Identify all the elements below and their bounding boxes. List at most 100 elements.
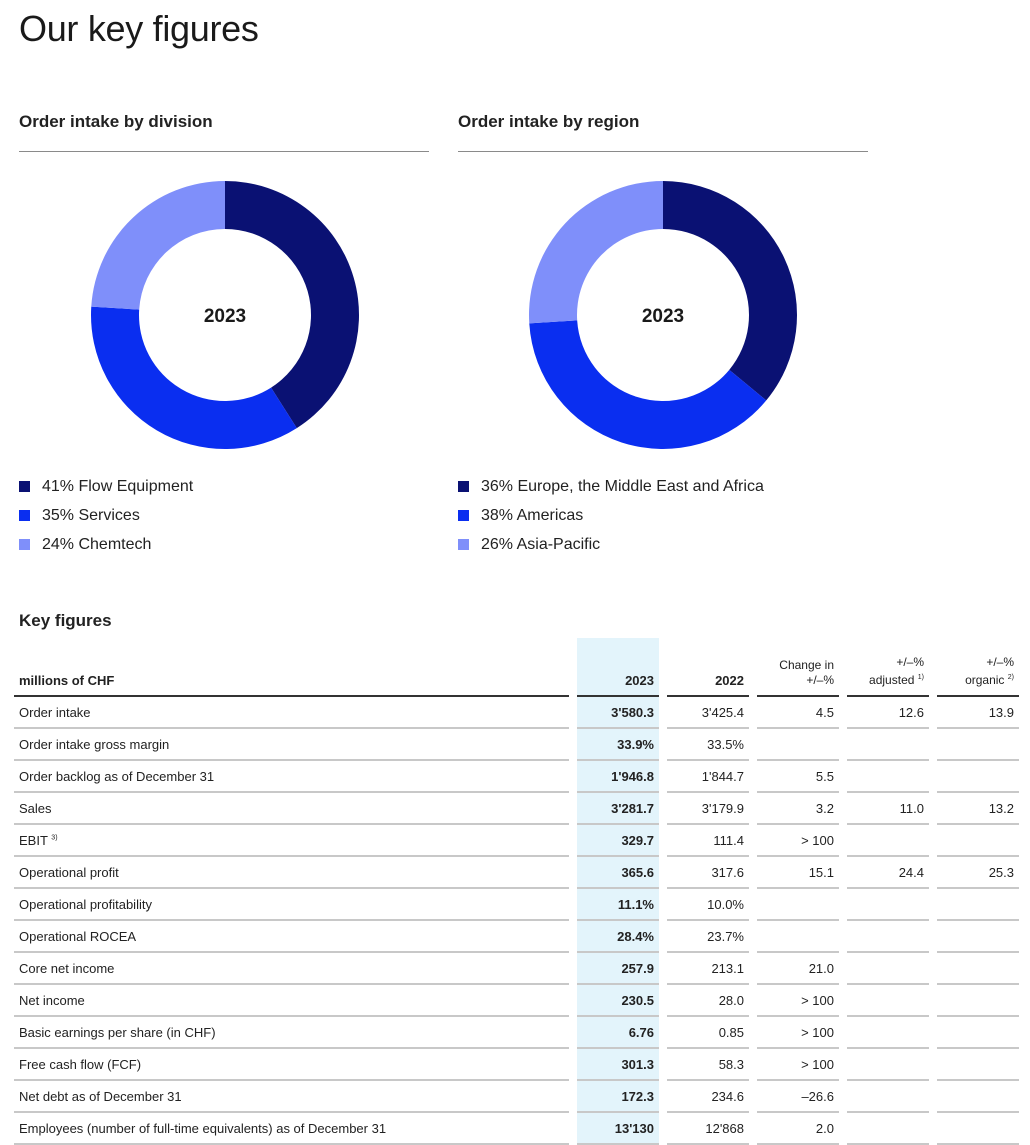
legend-label: 41% Flow Equipment xyxy=(42,477,194,495)
value-organic xyxy=(937,1049,1019,1081)
table-header-row: millions of CHF 2023 2022 Change in +/–% … xyxy=(14,638,1019,697)
value-2023: 28.4% xyxy=(577,921,659,953)
row-label: Sales xyxy=(14,793,569,825)
value-change: > 100 xyxy=(757,1017,839,1049)
value-change: 4.5 xyxy=(757,697,839,729)
legend-label: 26% Asia-Pacific xyxy=(481,535,601,553)
value-adjusted: 11.0 xyxy=(847,793,929,825)
value-adjusted xyxy=(847,1081,929,1113)
header-2022: 2022 xyxy=(667,638,749,697)
footnote-marker: 3) xyxy=(51,834,58,842)
value-2022: 0.85 xyxy=(667,1017,749,1049)
value-change: –26.6 xyxy=(757,1081,839,1113)
value-organic: 25.3 xyxy=(937,857,1019,889)
value-change: > 100 xyxy=(757,1049,839,1081)
header-adjusted: +/–% adjusted 1) xyxy=(847,638,929,697)
table-row: EBIT 3) 329.7 111.4 > 100 xyxy=(14,825,1019,857)
value-2022: 3'425.4 xyxy=(667,697,749,729)
value-adjusted xyxy=(847,825,929,857)
header-label: millions of CHF xyxy=(14,638,569,697)
legend-label: 36% Europe, the Middle East and Africa xyxy=(481,477,764,495)
value-adjusted xyxy=(847,921,929,953)
value-adjusted: 12.6 xyxy=(847,697,929,729)
legend-label: 38% Americas xyxy=(481,506,584,524)
value-2022: 317.6 xyxy=(667,857,749,889)
table-row: Operational ROCEA 28.4% 23.7% xyxy=(14,921,1019,953)
value-change: 2.0 xyxy=(757,1113,839,1145)
value-organic xyxy=(937,1113,1019,1145)
value-2022: 111.4 xyxy=(667,825,749,857)
page-title: Our key figures xyxy=(19,8,259,49)
row-label: Order backlog as of December 31 xyxy=(14,761,569,793)
value-2023: 6.76 xyxy=(577,1017,659,1049)
value-2023: 329.7 xyxy=(577,825,659,857)
value-organic xyxy=(937,729,1019,761)
value-adjusted xyxy=(847,729,929,761)
row-label: Free cash flow (FCF) xyxy=(14,1049,569,1081)
value-2023: 13'130 xyxy=(577,1113,659,1145)
value-adjusted xyxy=(847,1049,929,1081)
legend-item: 26% Asia-Pacific xyxy=(458,530,764,559)
value-2022: 58.3 xyxy=(667,1049,749,1081)
donut-slice-chemtech xyxy=(91,181,225,310)
table-row: Operational profit 365.6 317.6 15.1 24.4 25.3 xyxy=(14,857,1019,889)
table-row: Sales 3'281.7 3'179.9 3.2 11.0 13.2 xyxy=(14,793,1019,825)
table-row: Operational profitability 11.1% 10.0% xyxy=(14,889,1019,921)
value-change: > 100 xyxy=(757,985,839,1017)
value-organic xyxy=(937,985,1019,1017)
legend-label: 35% Services xyxy=(42,506,140,524)
region-divider xyxy=(458,151,868,152)
legend-swatch xyxy=(458,510,469,521)
region-chart-title: Order intake by region xyxy=(458,112,640,131)
value-adjusted xyxy=(847,889,929,921)
table-row: Net income 230.5 28.0 > 100 xyxy=(14,985,1019,1017)
value-adjusted xyxy=(847,761,929,793)
row-label: EBIT 3) xyxy=(14,825,569,857)
division-legend: 41% Flow Equipment 35% Services 24% Chemte… xyxy=(19,472,193,559)
donut-slice-europe-the-middle-east-and-africa xyxy=(663,181,797,401)
table-row: Basic earnings per share (in CHF) 6.76 0.8… xyxy=(14,1017,1019,1049)
header-organic: +/–% organic 2) xyxy=(937,638,1019,697)
value-2022: 10.0% xyxy=(667,889,749,921)
table-row: Free cash flow (FCF) 301.3 58.3 > 100 xyxy=(14,1049,1019,1081)
header-2023: 2023 xyxy=(577,638,659,697)
value-2022: 3'179.9 xyxy=(667,793,749,825)
row-label: Employees (number of full-time equivalen… xyxy=(14,1113,569,1145)
value-2022: 23.7% xyxy=(667,921,749,953)
value-adjusted xyxy=(847,953,929,985)
value-adjusted xyxy=(847,1113,929,1145)
value-2022: 1'844.7 xyxy=(667,761,749,793)
value-2023: 33.9% xyxy=(577,729,659,761)
region-donut-chart: 2023 xyxy=(529,181,797,449)
legend-swatch xyxy=(19,539,30,550)
value-change xyxy=(757,729,839,761)
value-change xyxy=(757,889,839,921)
value-2023: 301.3 xyxy=(577,1049,659,1081)
header-change: Change in +/–% xyxy=(757,638,839,697)
legend-item: 38% Americas xyxy=(458,501,764,530)
value-change xyxy=(757,921,839,953)
value-organic xyxy=(937,1017,1019,1049)
table-row: Order backlog as of December 31 1'946.8 1'… xyxy=(14,761,1019,793)
value-2023: 230.5 xyxy=(577,985,659,1017)
value-adjusted xyxy=(847,985,929,1017)
value-2022: 12'868 xyxy=(667,1113,749,1145)
value-adjusted: 24.4 xyxy=(847,857,929,889)
legend-item: 24% Chemtech xyxy=(19,530,193,559)
key-figures-title: Key figures xyxy=(19,611,112,630)
value-2023: 365.6 xyxy=(577,857,659,889)
row-label: Net income xyxy=(14,985,569,1017)
value-organic xyxy=(937,761,1019,793)
value-2023: 11.1% xyxy=(577,889,659,921)
donut-slice-flow-equipment xyxy=(225,181,359,429)
donut-slice-asia-pacific xyxy=(529,181,663,324)
division-donut-chart: 2023 xyxy=(91,181,359,449)
key-figures-table: millions of CHF 2023 2022 Change in +/–% … xyxy=(14,638,1019,1145)
legend-item: 36% Europe, the Middle East and Africa xyxy=(458,472,764,501)
table-row: Core net income 257.9 213.1 21.0 xyxy=(14,953,1019,985)
row-label: Net debt as of December 31 xyxy=(14,1081,569,1113)
value-organic xyxy=(937,921,1019,953)
value-2022: 234.6 xyxy=(667,1081,749,1113)
value-2023: 3'580.3 xyxy=(577,697,659,729)
row-label: Order intake gross margin xyxy=(14,729,569,761)
